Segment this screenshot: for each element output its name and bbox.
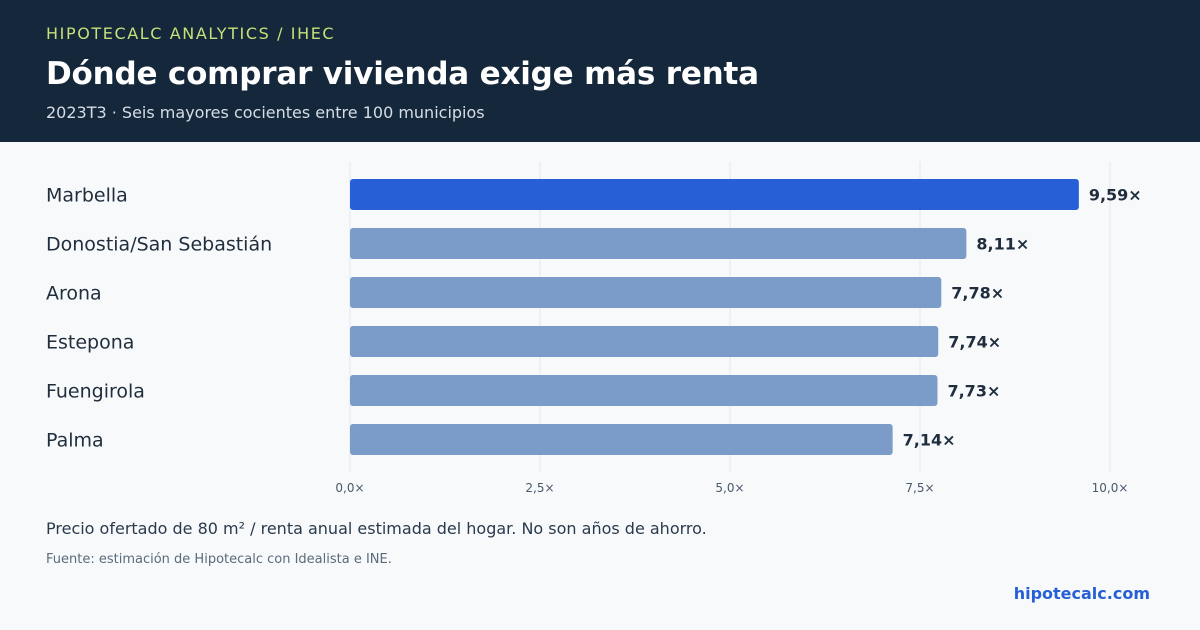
footnote: Precio ofertado de 80 m² / renta anual e… xyxy=(46,519,707,538)
header-band: HIPOTECALC ANALYTICS / IHEC Dónde compra… xyxy=(0,0,1200,142)
category-label: Fuengirola xyxy=(46,381,145,403)
category-label: Arona xyxy=(46,283,102,305)
kicker: HIPOTECALC ANALYTICS / IHEC xyxy=(46,24,336,43)
value-label: 7,14× xyxy=(903,431,956,450)
x-tick-label: 2,5× xyxy=(525,481,554,495)
value-label: 7,74× xyxy=(948,333,1001,352)
category-label: Marbella xyxy=(46,185,128,207)
bar xyxy=(350,228,967,259)
bar xyxy=(350,179,1079,210)
category-label: Palma xyxy=(46,430,104,452)
bar xyxy=(350,375,938,406)
chart-subtitle: 2023T3 · Seis mayores cocientes entre 10… xyxy=(46,103,485,122)
bar-chart: Marbella 9,59× Donostia/San Sebastián 8,11×… xyxy=(46,162,1142,495)
value-label: 8,11× xyxy=(976,235,1029,254)
x-tick-label: 7,5× xyxy=(905,481,934,495)
chart-title: Dónde comprar vivienda exige más renta xyxy=(46,56,759,92)
x-tick-label: 0,0× xyxy=(335,481,364,495)
bar xyxy=(350,326,939,357)
category-label: Donostia/San Sebastián xyxy=(46,234,272,256)
value-label: 9,59× xyxy=(1089,186,1142,205)
x-tick-label: 10,0× xyxy=(1092,481,1129,495)
value-label: 7,78× xyxy=(951,284,1004,303)
bar xyxy=(350,277,942,308)
category-label: Estepona xyxy=(46,332,134,354)
source-note: Fuente: estimación de Hipotecalc con Ide… xyxy=(46,552,392,567)
x-tick-label: 5,0× xyxy=(715,481,744,495)
value-label: 7,73× xyxy=(947,382,1000,401)
bar xyxy=(350,424,893,455)
brand-link[interactable]: hipotecalc.com xyxy=(1013,584,1150,603)
